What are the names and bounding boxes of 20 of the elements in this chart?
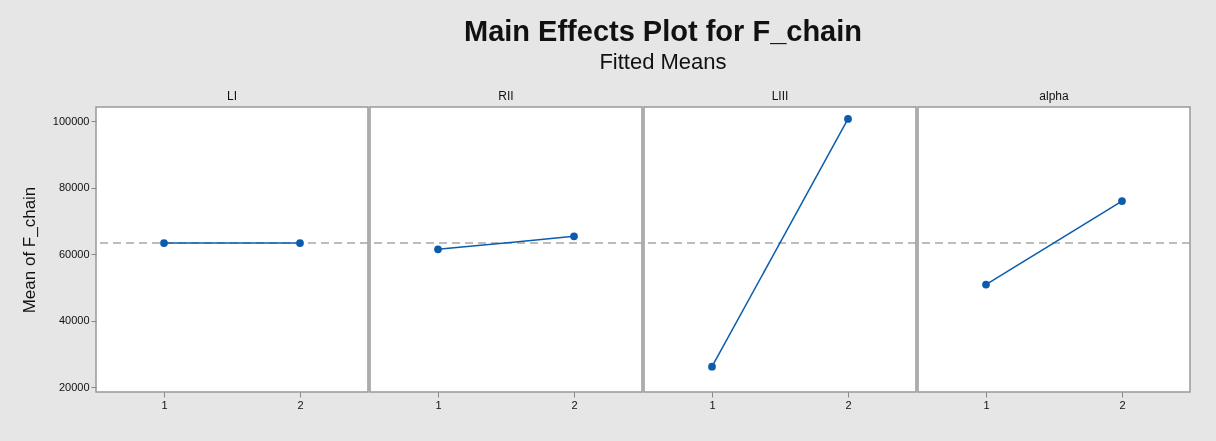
- x-tick-label: 1: [435, 398, 442, 411]
- x-tick-label: 2: [571, 398, 578, 411]
- y-tick-label: 40000: [58, 314, 90, 327]
- text: Fitted Means: [598, 48, 728, 76]
- x-tick-label: 2: [845, 398, 852, 411]
- x-tick-label: 2: [297, 398, 304, 411]
- chart-title: RII: [498, 89, 514, 103]
- x-tick-label: 1: [983, 398, 990, 411]
- x-tick-label: 1: [161, 398, 168, 411]
- x-tick-label: 1: [709, 398, 716, 411]
- y-axis-title: Mean of F_chain: [19, 186, 39, 314]
- chart-title: LI: [226, 89, 238, 103]
- y-tick-label: 20000: [58, 380, 90, 393]
- chart-title: LIII: [771, 89, 789, 103]
- y-tick-label: 60000: [58, 247, 90, 260]
- x-tick-label: 2: [1119, 398, 1126, 411]
- y-tick-label: 100000: [52, 114, 90, 127]
- y-tick-label: 80000: [58, 181, 90, 194]
- text: Main Effects Plot for F_chain: [463, 14, 863, 48]
- chart-title: alpha: [1039, 89, 1069, 103]
